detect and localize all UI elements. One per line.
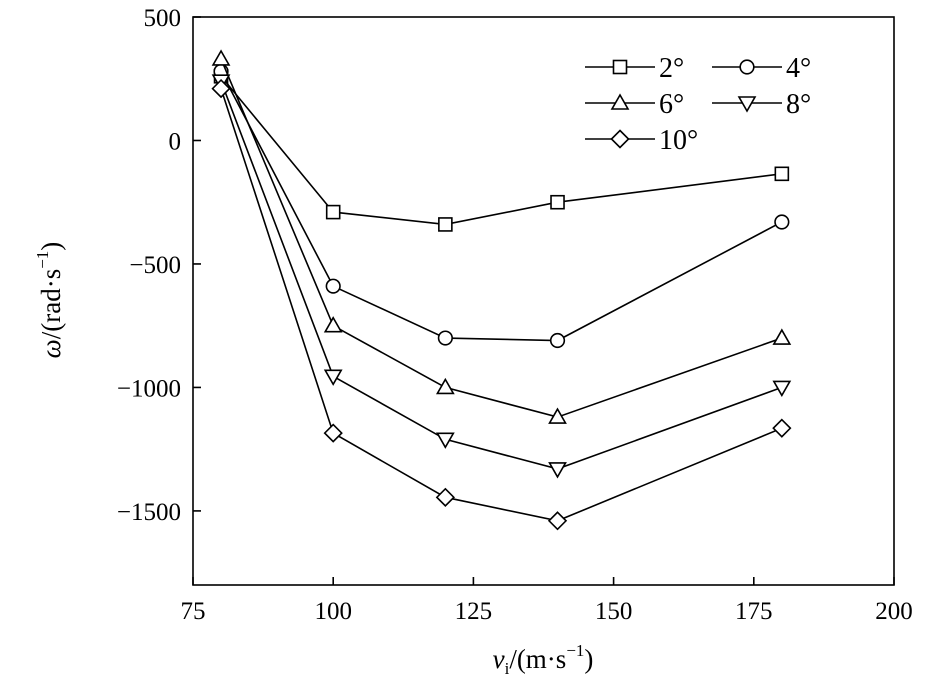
data-point	[772, 328, 792, 345]
legend: 2° 4° 6° 8° 10°	[585, 53, 811, 156]
data-point	[437, 330, 453, 346]
legend-marker	[737, 96, 757, 113]
y-tick-label: 0	[169, 128, 182, 155]
data-point	[211, 49, 231, 66]
data-point	[438, 217, 453, 232]
legend-label: 6°	[659, 89, 684, 120]
plot-frame	[192, 16, 895, 586]
y-tick-label: 500	[144, 5, 182, 32]
x-tick-label: 175	[735, 598, 773, 625]
legend-item: 8°	[712, 89, 811, 120]
y-axis-ticks: 500 0 −500 −1000 −1500	[117, 5, 201, 526]
x-tick-label: 125	[455, 598, 493, 625]
series-2	[211, 49, 792, 424]
data-point	[323, 316, 343, 333]
x-axis-ticks: 75 100 125 150 175 200	[181, 577, 913, 625]
legend-item: 6°	[585, 89, 684, 120]
data-point	[435, 487, 455, 507]
data-point	[774, 214, 790, 230]
series-1	[213, 63, 790, 349]
data-point	[772, 418, 792, 438]
data-point	[325, 204, 341, 220]
series-0	[213, 68, 790, 232]
x-tick-label: 100	[314, 598, 352, 625]
legend-label: 8°	[786, 89, 811, 120]
data-point	[323, 369, 343, 386]
data-point	[550, 194, 565, 210]
data-point	[323, 423, 343, 443]
legend-marker	[739, 59, 755, 75]
series-line	[220, 70, 783, 342]
data-point	[549, 332, 566, 349]
legend-item: 10°	[585, 125, 698, 156]
legend-marker	[610, 129, 630, 149]
legend-marker	[610, 93, 630, 110]
legend-label: 4°	[786, 53, 811, 84]
legend-marker	[612, 59, 628, 75]
x-tick-label: 200	[875, 598, 913, 625]
legend-item: 2°	[585, 53, 684, 84]
x-axis-label: vi/(m·s−1)	[493, 641, 594, 678]
x-tick-label: 75	[181, 598, 206, 625]
data-point	[772, 380, 792, 398]
y-tick-label: −1500	[117, 499, 181, 526]
data-point	[548, 462, 567, 479]
series-4	[211, 78, 792, 531]
data-point	[547, 511, 568, 531]
y-tick-label: −500	[129, 252, 181, 279]
y-tick-label: −1000	[117, 375, 181, 402]
series-layer	[211, 49, 792, 531]
series-3	[211, 74, 792, 479]
data-point	[435, 432, 455, 449]
x-tick-label: 150	[595, 598, 633, 625]
y-axis-label: ω/(rad·s−1)	[33, 242, 66, 359]
data-point	[548, 407, 567, 424]
data-point	[774, 166, 790, 182]
legend-item: 4°	[712, 53, 811, 84]
data-point	[325, 278, 341, 294]
legend-label: 2°	[659, 53, 684, 84]
series-line	[220, 58, 783, 418]
legend-label: 10°	[659, 125, 698, 156]
data-point	[211, 78, 231, 99]
data-point	[435, 377, 455, 395]
